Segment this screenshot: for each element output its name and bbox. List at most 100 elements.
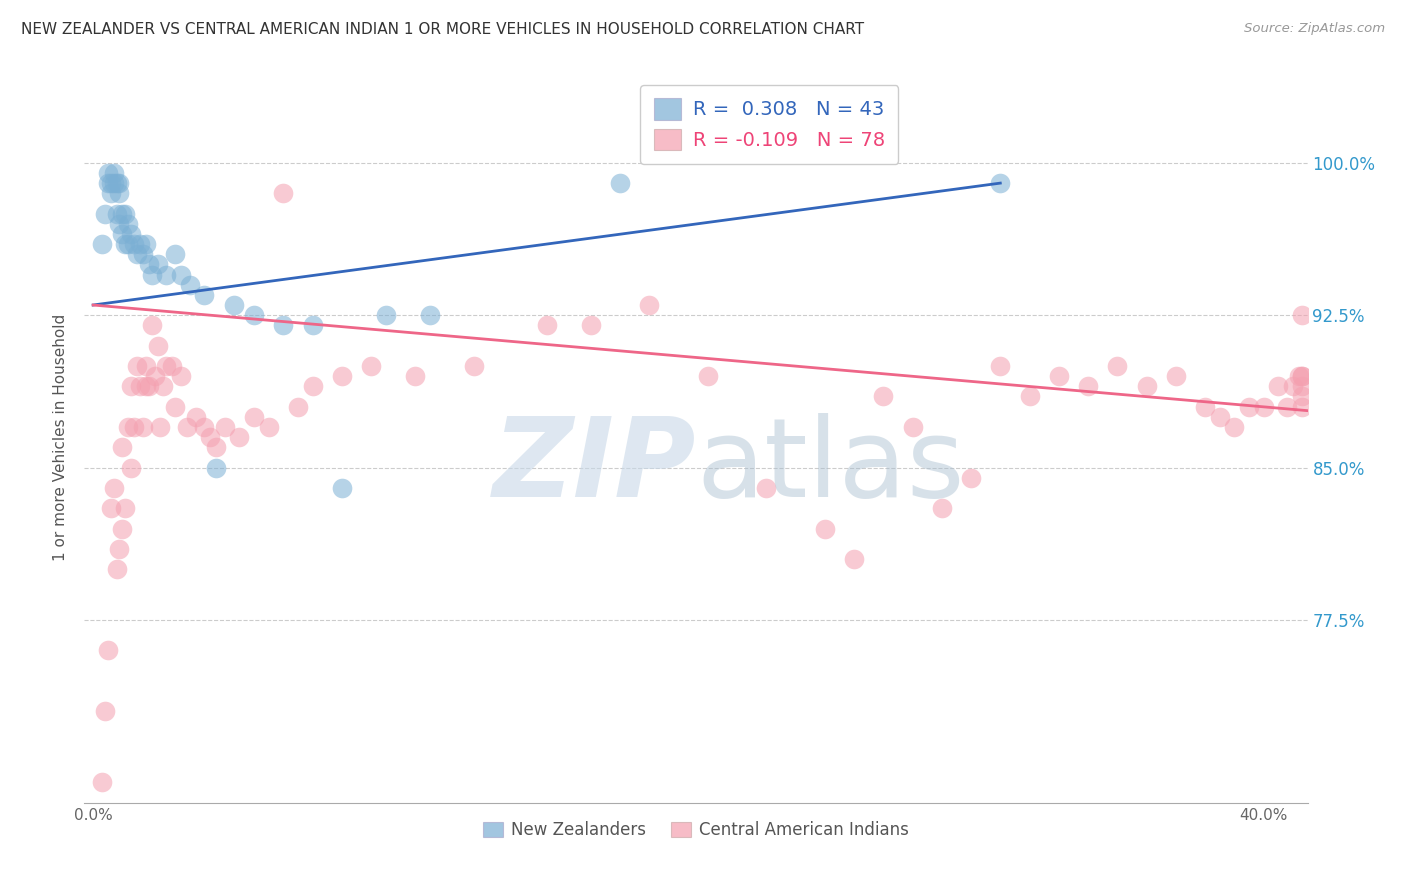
Point	[696, 369, 718, 384]
Point	[160, 359, 183, 373]
Point	[330, 369, 353, 384]
Text: atlas: atlas	[696, 413, 965, 520]
Point	[97, 166, 120, 180]
Point	[138, 257, 160, 271]
Text: Source: ZipAtlas.com: Source: ZipAtlas.com	[1244, 22, 1385, 36]
Point	[193, 420, 215, 434]
Point	[111, 440, 134, 454]
Point	[165, 400, 187, 414]
Y-axis label: 1 or more Vehicles in Household: 1 or more Vehicles in Household	[53, 313, 69, 561]
Point	[176, 420, 198, 434]
Point	[122, 237, 145, 252]
Point	[814, 522, 837, 536]
Point	[404, 369, 426, 384]
Point	[114, 501, 136, 516]
Point	[988, 359, 1011, 373]
Point	[165, 247, 187, 261]
Point	[842, 552, 865, 566]
Point	[135, 379, 157, 393]
Point	[135, 237, 157, 252]
Point	[108, 217, 131, 231]
Point	[97, 643, 120, 657]
Text: ZIP: ZIP	[492, 413, 696, 520]
Point	[374, 308, 396, 322]
Point	[125, 247, 148, 261]
Point	[103, 176, 125, 190]
Text: NEW ZEALANDER VS CENTRAL AMERICAN INDIAN 1 OR MORE VEHICLES IN HOUSEHOLD CORRELA: NEW ZEALANDER VS CENTRAL AMERICAN INDIAN…	[21, 22, 865, 37]
Point	[419, 308, 441, 322]
Point	[108, 541, 131, 556]
Point	[1291, 379, 1313, 393]
Point	[111, 227, 134, 241]
Point	[103, 166, 125, 180]
Legend: New Zealanders, Central American Indians: New Zealanders, Central American Indians	[477, 814, 915, 846]
Point	[1275, 400, 1298, 414]
Point	[1237, 400, 1260, 414]
Point	[1291, 369, 1313, 384]
Point	[97, 176, 120, 190]
Point	[988, 176, 1011, 190]
Point	[143, 369, 166, 384]
Point	[117, 217, 139, 231]
Point	[193, 288, 215, 302]
Point	[105, 176, 128, 190]
Point	[141, 318, 163, 333]
Point	[129, 379, 152, 393]
Point	[100, 501, 122, 516]
Point	[94, 206, 117, 220]
Point	[114, 237, 136, 252]
Point	[117, 237, 139, 252]
Point	[129, 237, 152, 252]
Point	[111, 522, 134, 536]
Point	[120, 227, 142, 241]
Point	[463, 359, 485, 373]
Point	[105, 206, 128, 220]
Point	[108, 176, 131, 190]
Point	[132, 420, 155, 434]
Point	[103, 481, 125, 495]
Point	[132, 247, 155, 261]
Point	[222, 298, 245, 312]
Point	[301, 318, 323, 333]
Point	[273, 318, 295, 333]
Point	[100, 186, 122, 201]
Point	[330, 481, 353, 495]
Point	[170, 369, 193, 384]
Point	[1194, 400, 1216, 414]
Point	[1291, 369, 1313, 384]
Point	[1107, 359, 1129, 373]
Point	[287, 400, 309, 414]
Point	[155, 268, 177, 282]
Point	[1018, 389, 1040, 403]
Point	[90, 237, 112, 252]
Point	[1291, 308, 1313, 322]
Point	[120, 460, 142, 475]
Point	[228, 430, 250, 444]
Point	[152, 379, 174, 393]
Point	[960, 471, 983, 485]
Point	[146, 338, 169, 352]
Point	[1282, 379, 1305, 393]
Point	[120, 379, 142, 393]
Point	[901, 420, 924, 434]
Point	[100, 176, 122, 190]
Point	[579, 318, 602, 333]
Point	[184, 409, 207, 424]
Point	[1288, 369, 1310, 384]
Point	[1267, 379, 1289, 393]
Point	[205, 460, 228, 475]
Point	[1136, 379, 1159, 393]
Point	[1077, 379, 1099, 393]
Point	[1291, 400, 1313, 414]
Point	[146, 257, 169, 271]
Point	[1047, 369, 1070, 384]
Point	[609, 176, 631, 190]
Point	[872, 389, 894, 403]
Point	[135, 359, 157, 373]
Point	[117, 420, 139, 434]
Point	[111, 206, 134, 220]
Point	[360, 359, 382, 373]
Point	[114, 206, 136, 220]
Point	[1291, 389, 1313, 403]
Point	[1223, 420, 1246, 434]
